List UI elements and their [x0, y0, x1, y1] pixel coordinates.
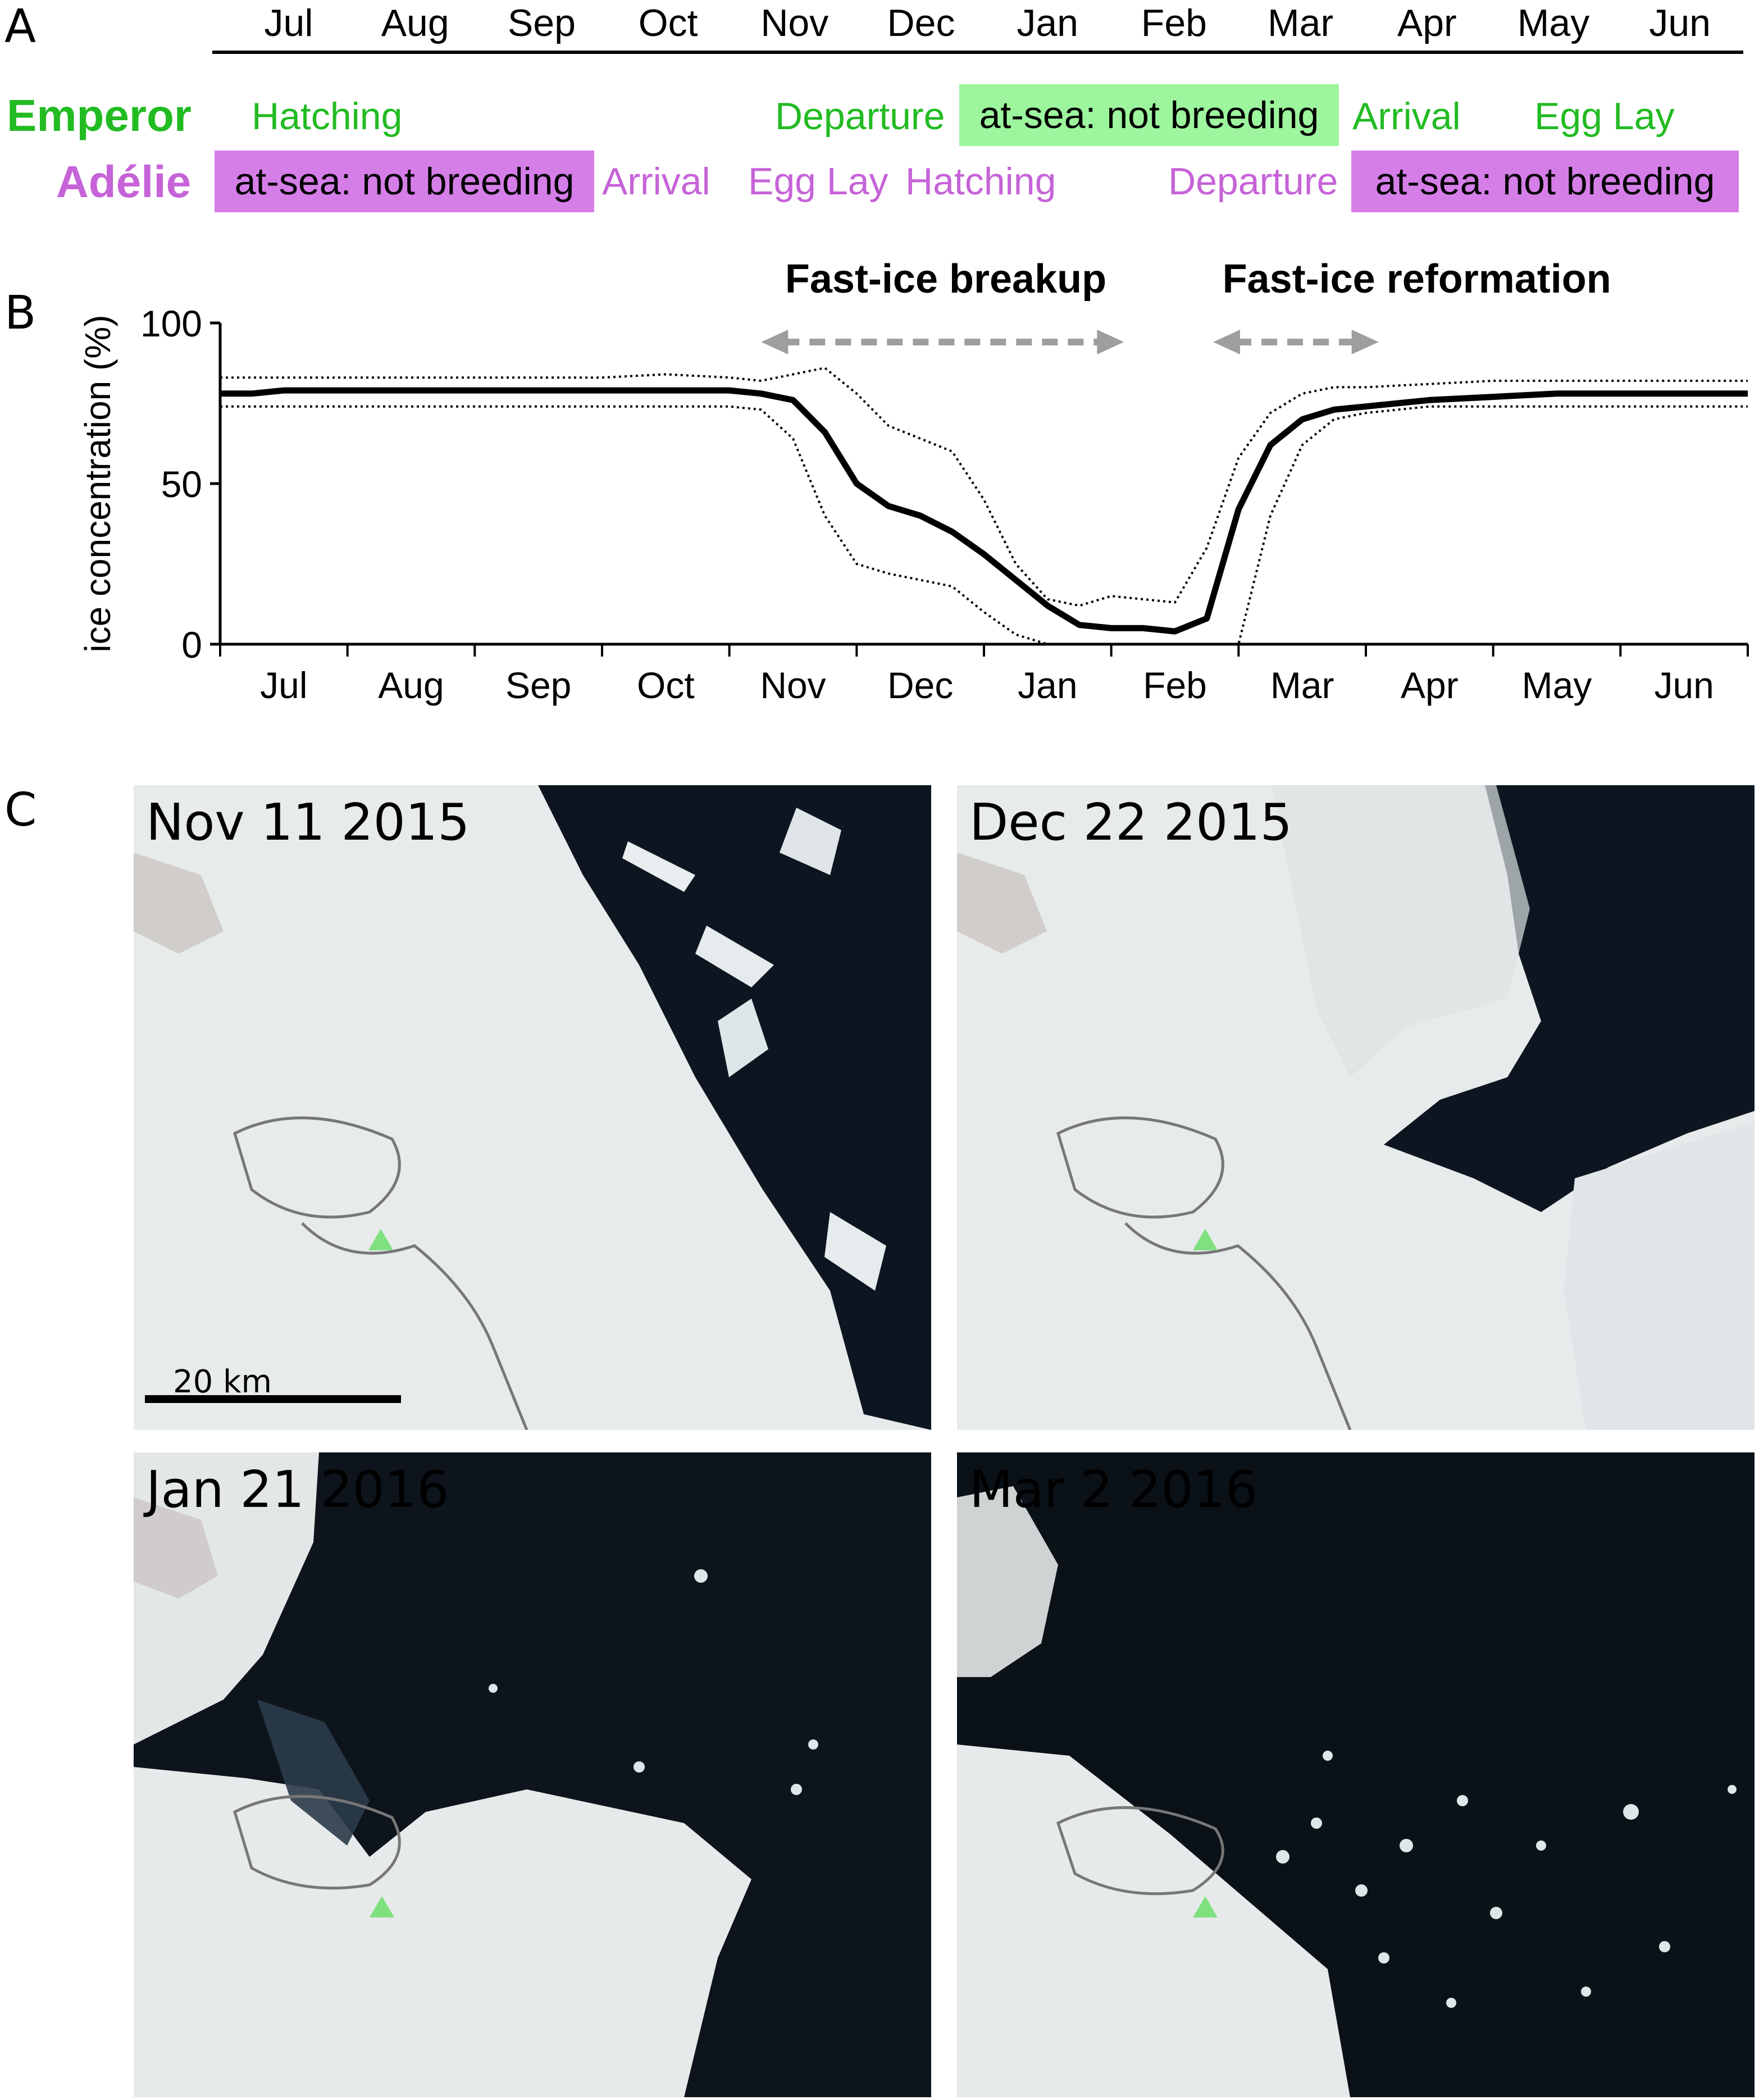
emperor-at-sea-box: at-sea: not breeding: [959, 84, 1339, 146]
x-tick-label: Jan: [1018, 664, 1077, 706]
adelie-arrival: Arrival: [602, 160, 710, 203]
satellite-nov-graphic: [134, 785, 931, 1430]
panel-a-axis-line: [212, 51, 1743, 54]
x-tick-label: Nov: [760, 664, 826, 706]
site-marker: [368, 1229, 393, 1250]
x-tick-label: Jun: [1654, 664, 1714, 706]
emperor-egg-lay: Egg Lay: [1534, 95, 1675, 138]
emperor-label: Emperor: [7, 90, 192, 140]
series-bound-line: [220, 367, 1748, 607]
satellite-image-jan: Jan 21 2016: [134, 1452, 931, 2097]
y-tick-label: 100: [140, 303, 202, 344]
satellite-image-mar: Mar 2 2016: [957, 1452, 1755, 2097]
series-bound-line: [220, 405, 1748, 645]
x-tick-label: Apr: [1401, 664, 1459, 706]
x-tick-label: May: [1522, 664, 1592, 706]
arrow-breakup-right-head: [1097, 330, 1124, 354]
panel-c-letter: C: [4, 783, 37, 837]
x-tick-label: Aug: [378, 664, 444, 706]
x-tick-label: Jul: [260, 664, 307, 706]
arrow-reformation-left-head: [1213, 330, 1240, 354]
ice-concentration-chart: 0 50 100 ice concentration (%) Jul Aug Sep Oct N…: [78, 257, 1749, 706]
site-marker: [370, 1896, 394, 1917]
adelie-label: Adélie: [56, 157, 192, 207]
panel-b-letter: B: [4, 286, 37, 340]
x-tick-label: Feb: [1143, 664, 1207, 706]
satellite-image-nov: Nov 11 2015 20 km: [134, 785, 931, 1430]
series-mean-line: [220, 387, 1748, 635]
panel-a-month-jan: Jan: [1017, 2, 1078, 44]
adelie-at-sea-box-1: at-sea: not breeding: [215, 151, 594, 212]
satellite-date-jan: Jan 21 2016: [146, 1460, 449, 1519]
satellite-date-dec: Dec 22 2015: [969, 793, 1292, 852]
x-tick-label: Oct: [637, 664, 695, 706]
panel-a-month-jun: Jun: [1649, 2, 1711, 44]
satellite-date-mar: Mar 2 2016: [969, 1460, 1258, 1519]
emperor-departure: Departure: [775, 95, 945, 138]
adelie-departure: Departure: [1168, 160, 1338, 203]
arrow-reformation-right-head: [1351, 330, 1379, 354]
x-tick-label: Dec: [887, 664, 953, 706]
satellite-jan-graphic: [134, 1452, 931, 2097]
panel-a-month-apr: Apr: [1397, 2, 1457, 44]
emperor-hatching: Hatching: [252, 95, 403, 138]
panel-a-month-jul: Jul: [264, 2, 313, 44]
panel-a-month-nov: Nov: [760, 2, 829, 44]
scale-bar: [145, 1395, 401, 1403]
x-tick-label: Mar: [1270, 664, 1334, 706]
panel-a-month-sep: Sep: [507, 2, 576, 44]
annotation-breakup: Fast-ice breakup: [785, 257, 1106, 302]
panel-a-month-oct: Oct: [638, 2, 698, 44]
annotation-reformation: Fast-ice reformation: [1223, 257, 1611, 302]
panel-a-month-dec: Dec: [887, 2, 955, 44]
y-axis-label: ice concentration (%): [78, 315, 118, 652]
satellite-date-nov: Nov 11 2015: [146, 793, 470, 852]
site-marker: [1193, 1896, 1218, 1917]
panel-a-month-mar: Mar: [1268, 2, 1334, 44]
y-tick-label: 50: [161, 463, 202, 505]
panel-a-month-feb: Feb: [1141, 2, 1207, 44]
y-tick-label: 0: [181, 624, 202, 666]
satellite-dec-graphic: [957, 785, 1755, 1430]
adelie-at-sea-box-2: at-sea: not breeding: [1351, 151, 1739, 212]
adelie-hatching: Hatching: [905, 160, 1056, 203]
adelie-egg-lay: Egg Lay: [748, 160, 888, 203]
arrow-breakup-left-head: [761, 330, 789, 354]
emperor-arrival: Arrival: [1352, 95, 1461, 138]
panel-a-month-aug: Aug: [381, 2, 449, 44]
scale-bar-label: 20 km: [173, 1364, 272, 1400]
satellite-mar-graphic: [957, 1452, 1755, 2097]
site-marker: [1193, 1229, 1218, 1250]
panel-a-month-may: May: [1517, 2, 1590, 44]
panel-a-letter: A: [4, 0, 37, 53]
x-tick-label: Sep: [505, 664, 571, 706]
satellite-image-dec: Dec 22 2015: [957, 785, 1755, 1430]
